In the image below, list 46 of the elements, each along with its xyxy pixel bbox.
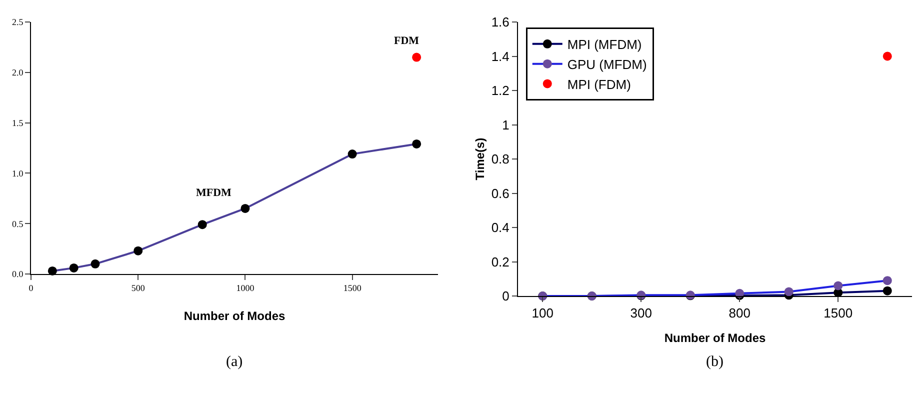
point <box>240 204 250 213</box>
y-tick-label: 0.4 <box>491 220 510 236</box>
y-tick-label: 1.2 <box>491 83 510 98</box>
x-tick-label: 300 <box>630 306 652 321</box>
point <box>412 139 422 148</box>
y-tick-label: 1 <box>502 117 510 132</box>
y-tick-label: 0.5 <box>12 218 24 229</box>
x-tick-label: 0 <box>28 282 34 293</box>
point <box>348 150 357 159</box>
point <box>69 263 78 272</box>
y-tick-label: 0.0 <box>12 269 24 280</box>
y-tick-label: 1.0 <box>12 168 24 178</box>
point <box>48 266 57 276</box>
point <box>412 52 422 62</box>
y-tick-label: 1.6 <box>491 14 510 30</box>
y-tick-label: 2.5 <box>12 17 24 28</box>
point <box>90 259 100 268</box>
text: (a) <box>226 354 243 370</box>
x-tick-label: 800 <box>728 306 750 321</box>
y-tick-label: 1.5 <box>12 118 24 128</box>
y-tick-label: 0.6 <box>491 186 510 201</box>
y-tick-label: 0.8 <box>491 152 510 167</box>
x-tick-label: 500 <box>131 282 146 293</box>
text: (b) <box>706 354 724 370</box>
point <box>834 281 843 290</box>
y-axis-title: Time(s) <box>473 138 487 180</box>
y-tick-label: 0.2 <box>491 254 510 270</box>
y-tick-label: 1.4 <box>491 48 510 64</box>
x-tick-label: 1500 <box>343 282 362 293</box>
legend-label: MPI (FDM) <box>567 76 631 92</box>
point <box>882 286 892 296</box>
point <box>134 246 143 256</box>
legend-label: GPU (MFDM) <box>567 56 647 72</box>
point <box>882 52 892 61</box>
y-tick-label: 2.0 <box>12 68 24 78</box>
series-label: FDM <box>394 35 420 47</box>
point <box>198 220 207 230</box>
x-axis-title: Number of Modes <box>664 331 766 345</box>
point <box>784 287 794 296</box>
x-tick-label: 100 <box>532 306 554 321</box>
point <box>882 276 892 286</box>
x-tick-label: 1500 <box>824 306 853 321</box>
x-axis-title: Number of Modes <box>184 309 286 323</box>
series-label: MFDM <box>196 187 232 199</box>
legend-label: MPI (MFDM) <box>567 37 642 52</box>
x-tick-label: 1000 <box>236 282 255 293</box>
